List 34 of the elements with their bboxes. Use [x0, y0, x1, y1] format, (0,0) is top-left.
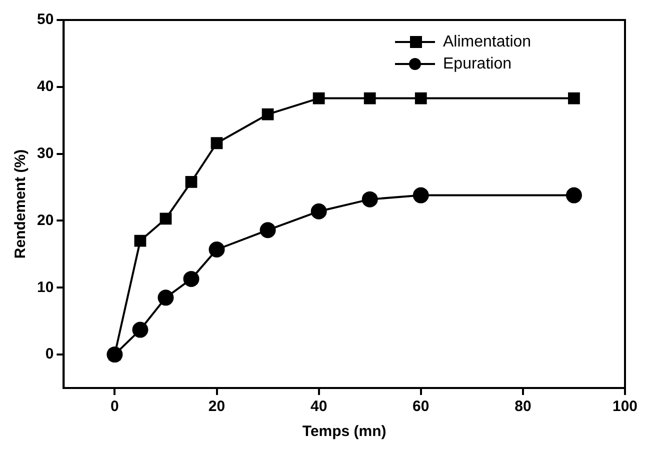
x-tick-label: 20	[208, 398, 226, 416]
point	[262, 108, 274, 120]
point	[310, 203, 327, 220]
x-axis-title: Temps (mn)	[302, 423, 386, 440]
point	[134, 234, 146, 247]
point	[566, 187, 582, 204]
point	[183, 270, 200, 287]
legend-label: Alimentation	[443, 33, 532, 50]
legend-label: Epuration	[443, 55, 512, 72]
x-tick-label: 80	[514, 398, 532, 416]
point	[160, 212, 172, 225]
y-tick-label: 10	[36, 278, 54, 296]
point	[210, 137, 223, 150]
point	[414, 92, 427, 104]
point	[260, 222, 276, 238]
x-tick-label: 40	[310, 398, 328, 416]
point	[568, 92, 580, 104]
x-tick-label: 0	[110, 398, 119, 416]
y-tick-label: 20	[36, 212, 54, 229]
y-tick-label: 50	[36, 11, 54, 28]
point	[132, 322, 148, 338]
y-axis-title: Rendement (%)	[12, 149, 30, 259]
y-tick-label: 30	[36, 144, 54, 162]
point	[362, 191, 378, 208]
x-tick-label: 100	[612, 398, 638, 416]
y-tick-label: 0	[45, 346, 54, 363]
point	[158, 290, 174, 306]
point	[412, 187, 429, 204]
point	[185, 176, 198, 188]
point	[364, 92, 376, 104]
point	[312, 92, 325, 104]
x-tick-label: 60	[412, 398, 430, 416]
y-tick-label: 40	[36, 78, 54, 96]
point	[208, 242, 225, 258]
